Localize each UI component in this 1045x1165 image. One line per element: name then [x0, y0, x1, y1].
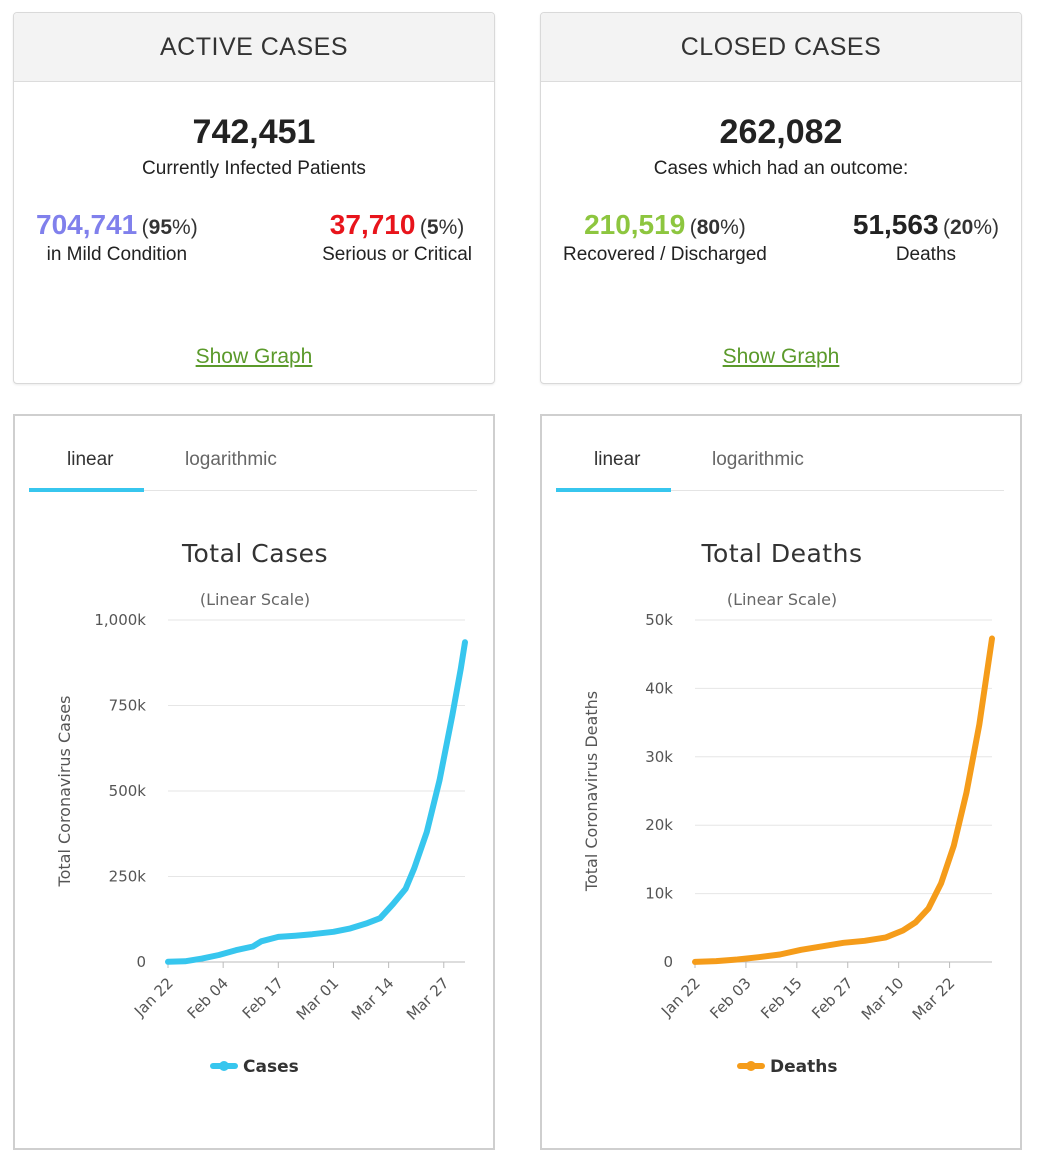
x-tick-label: Mar 14: [348, 974, 398, 1024]
x-tick-label: Mar 10: [858, 974, 908, 1024]
deaths-percent: (20%): [942, 216, 999, 239]
critical-condition-count: 37,710: [329, 209, 416, 240]
active-cases-panel: ACTIVE CASES 742,451 Currently Infected …: [13, 12, 495, 384]
active-tab-indicator: [29, 488, 144, 492]
deaths-chart-tabs: linear logarithmic: [556, 416, 1004, 492]
critical-condition-label: Serious or Critical: [322, 244, 472, 265]
x-tick-label: Jan 22: [657, 974, 704, 1021]
active-cases-total-label: Currently Infected Patients: [142, 158, 366, 179]
closed-show-graph-link[interactable]: Show Graph: [722, 345, 840, 368]
y-tick-label: 0: [663, 953, 673, 971]
active-cases-title: ACTIVE CASES: [160, 32, 348, 61]
active-cases-header: ACTIVE CASES: [14, 13, 494, 82]
x-tick-label: Feb 27: [808, 974, 856, 1022]
y-axis-label: Total Coronavirus Deaths: [582, 691, 601, 892]
legend-marker: [746, 1061, 756, 1071]
chart-subtitle: (Linear Scale): [727, 590, 837, 609]
y-tick-label: 750k: [109, 697, 147, 715]
tab-linear[interactable]: linear: [67, 449, 114, 470]
chart-title: Total Deaths: [701, 539, 863, 568]
recovered-percent: (80%): [689, 216, 746, 239]
active-cases-total: 742,451: [192, 113, 316, 151]
total-cases-chart-panel: linear logarithmic Total Cases (Linear Sc…: [13, 414, 495, 1150]
y-tick-label: 40k: [645, 679, 673, 697]
legend-label[interactable]: Cases: [243, 1057, 299, 1077]
deaths-count: 51,563: [852, 209, 939, 240]
legend-marker: [219, 1061, 229, 1071]
closed-cases-breakdown: 210,519 (80%) Recovered / Discharged 51,…: [541, 208, 1021, 266]
active-cases-breakdown: 704,741 (95%) in Mild Condition 37,710 (…: [14, 208, 494, 266]
total-cases-chart: Total Cases (Linear Scale) 0 250k 500k 750k 1,…: [55, 539, 468, 1077]
x-tick-label: Feb 15: [757, 974, 805, 1022]
y-tick-label: 0: [136, 953, 146, 971]
y-tick-label: 20k: [645, 816, 673, 834]
closed-cases-total-label: Cases which had an outcome:: [653, 158, 909, 179]
y-tick-label: 250k: [109, 868, 147, 886]
x-tick-label: Feb 03: [706, 974, 754, 1022]
series-line: [165, 639, 468, 965]
tab-logarithmic[interactable]: logarithmic: [185, 449, 277, 470]
y-tick-label: 1,000k: [94, 611, 146, 629]
x-tick-label: Mar 01: [293, 974, 343, 1024]
recovered-count: 210,519: [584, 209, 686, 240]
cases-chart-tabs: linear logarithmic: [29, 416, 477, 492]
total-deaths-chart: Total Deaths (Linear Scale) 0 10k 20k 30k 40k 5…: [582, 539, 995, 1077]
recovered-stat: 210,519 (80%) Recovered / Discharged: [563, 208, 767, 266]
mild-condition-percent: (95%): [141, 216, 198, 239]
deaths-stat: 51,563 (20%) Deaths: [853, 208, 999, 266]
y-tick-label: 50k: [645, 611, 673, 629]
y-tick-label: 10k: [645, 885, 673, 903]
x-tick-label: Jan 22: [130, 974, 177, 1021]
x-tick-label: Mar 22: [909, 974, 959, 1024]
total-deaths-chart-panel: linear logarithmic Total Deaths (Linear S…: [540, 414, 1022, 1150]
series-line: [692, 635, 995, 965]
closed-cases-title: CLOSED CASES: [680, 32, 882, 61]
closed-cases-total: 262,082: [719, 113, 843, 151]
chart-title: Total Cases: [181, 539, 328, 568]
closed-cases-header: CLOSED CASES: [541, 13, 1021, 82]
mild-condition-count: 704,741: [36, 209, 138, 240]
y-axis-label: Total Coronavirus Cases: [55, 696, 74, 888]
critical-condition-percent: (5%): [419, 216, 465, 239]
critical-condition-stat: 37,710 (5%) Serious or Critical: [322, 208, 472, 266]
x-tick-label: Feb 17: [239, 974, 287, 1022]
x-tick-label: Feb 04: [184, 974, 232, 1022]
active-show-graph-link[interactable]: Show Graph: [195, 345, 313, 368]
chart-subtitle: (Linear Scale): [200, 590, 310, 609]
y-tick-label: 30k: [645, 748, 673, 766]
deaths-label: Deaths: [895, 244, 957, 265]
y-tick-label: 500k: [109, 782, 147, 800]
x-tick-label: Mar 27: [403, 974, 453, 1024]
active-tab-indicator: [556, 488, 671, 492]
tab-logarithmic[interactable]: logarithmic: [712, 449, 804, 470]
legend-label[interactable]: Deaths: [770, 1057, 837, 1077]
mild-condition-label: in Mild Condition: [46, 244, 188, 265]
closed-cases-panel: CLOSED CASES 262,082 Cases which had an …: [540, 12, 1022, 384]
tab-linear[interactable]: linear: [594, 449, 641, 470]
recovered-label: Recovered / Discharged: [563, 244, 767, 265]
mild-condition-stat: 704,741 (95%) in Mild Condition: [36, 208, 198, 266]
